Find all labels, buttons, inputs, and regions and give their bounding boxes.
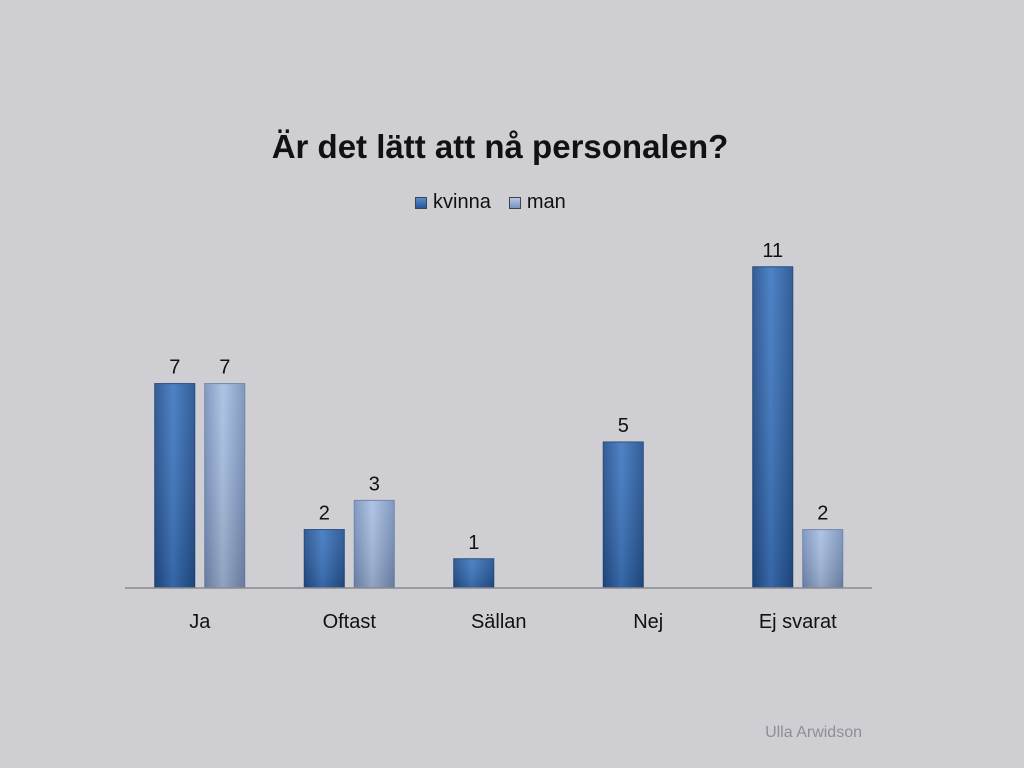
chart-title: Är det lätt att nå personalen? [271, 128, 729, 165]
data-label-man-oftast: 3 [369, 473, 380, 495]
bar-shade-kvinna-ej-svarat [752, 266, 793, 588]
bar-shade-man-ja [204, 383, 245, 588]
legend-label-kvinna: kvinna [433, 191, 491, 213]
data-label-kvinna-ja: 7 [169, 357, 180, 379]
data-label-man-ej-svarat: 2 [817, 503, 828, 525]
x-tick-label-nej: Nej [633, 611, 663, 633]
data-label-kvinna-oftast: 2 [319, 503, 330, 525]
footer-credit: Ulla Arwidson [765, 724, 862, 741]
data-label-kvinna-sällan: 1 [468, 532, 479, 554]
bar-shade-kvinna-ja [154, 383, 195, 588]
data-label-man-ja: 7 [219, 357, 230, 379]
x-tick-label-sällan: Sällan [471, 611, 527, 633]
x-tick-label-oftast: Oftast [323, 611, 377, 633]
legend-item-man: man [508, 191, 566, 214]
chart-legend: kvinna man [415, 191, 584, 214]
bar-shade-kvinna-sällan [453, 558, 494, 588]
data-label-kvinna-ej-svarat: 11 [762, 240, 783, 262]
bar-shade-man-ej-svarat [802, 529, 843, 588]
legend-item-kvinna: kvinna [415, 191, 491, 214]
bar-shade-kvinna-nej [603, 442, 644, 588]
x-tick-label-ja: Ja [189, 611, 211, 633]
legend-swatch-kvinna [415, 196, 427, 209]
bar-shade-kvinna-oftast [304, 529, 345, 588]
legend-label-man: man [526, 191, 566, 213]
x-tick-label-ej-svarat: Ej svarat [759, 611, 837, 633]
legend-swatch-man [508, 196, 521, 209]
bar-shade-man-oftast [354, 500, 395, 588]
data-label-kvinna-nej: 5 [618, 415, 629, 437]
